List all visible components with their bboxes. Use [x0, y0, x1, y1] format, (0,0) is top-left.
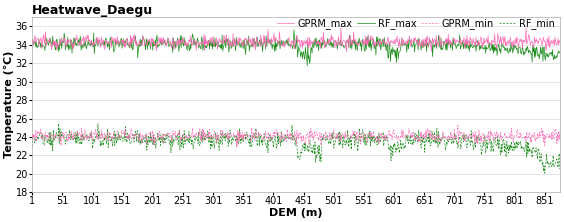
RF_max: [304, 65, 311, 67]
GPRM_max: [338, 26, 345, 29]
RF_min: [557, 168, 563, 170]
RF_min: [43, 138, 50, 141]
RF_max: [473, 44, 480, 46]
RF_min: [289, 139, 296, 141]
GPRM_max: [473, 41, 480, 44]
RF_max: [289, 44, 296, 47]
GPRM_max: [190, 42, 196, 44]
GPRM_min: [482, 135, 488, 137]
RF_min: [190, 147, 197, 150]
GPRM_min: [557, 131, 563, 133]
Line: RF_max: RF_max: [32, 30, 560, 66]
GPRM_min: [318, 132, 325, 135]
Y-axis label: Temperature (℃): Temperature (℃): [4, 51, 14, 159]
Legend: GPRM_max, RF_max, GPRM_min, RF_min: GPRM_max, RF_max, GPRM_min, RF_min: [277, 18, 555, 30]
RF_max: [557, 51, 563, 54]
RF_min: [541, 172, 548, 174]
GPRM_min: [473, 141, 480, 144]
RF_min: [473, 135, 479, 138]
GPRM_max: [482, 40, 488, 43]
GPRM_min: [190, 127, 196, 129]
GPRM_min: [43, 135, 50, 137]
Line: GPRM_max: GPRM_max: [32, 28, 560, 52]
RF_max: [290, 29, 297, 31]
GPRM_min: [289, 134, 296, 137]
GPRM_max: [557, 41, 563, 44]
Line: GPRM_min: GPRM_min: [32, 125, 560, 147]
RF_max: [29, 42, 36, 45]
RF_max: [190, 32, 196, 35]
GPRM_max: [43, 44, 50, 47]
GPRM_min: [233, 146, 240, 149]
GPRM_min: [455, 124, 461, 127]
RF_max: [43, 40, 50, 43]
RF_min: [29, 145, 36, 148]
GPRM_min: [29, 136, 36, 139]
RF_max: [482, 44, 488, 47]
Line: RF_min: RF_min: [32, 124, 560, 173]
GPRM_max: [318, 36, 324, 39]
RF_max: [319, 40, 325, 43]
GPRM_max: [289, 40, 296, 42]
GPRM_max: [29, 41, 36, 44]
RF_min: [55, 122, 62, 125]
RF_min: [318, 139, 325, 142]
Text: Heatwave_Daegu: Heatwave_Daegu: [32, 4, 153, 17]
RF_min: [481, 134, 488, 137]
GPRM_max: [343, 50, 350, 53]
X-axis label: DEM (m): DEM (m): [269, 208, 323, 218]
